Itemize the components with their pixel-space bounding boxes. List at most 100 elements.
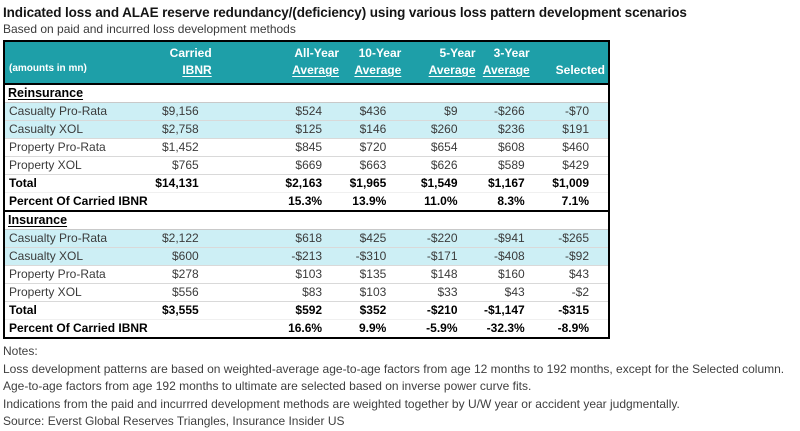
value-cell: $765 [152,156,215,175]
column-header-selected: Selected [532,41,609,85]
row-label: Property Pro-Rata [4,265,153,284]
source-line: Source: Everst Global Reserves Triangles… [3,414,345,428]
value-cell: $146 [342,120,405,139]
value-cell: $9 [404,102,479,121]
value-cell: -$310 [342,247,405,266]
row-label: Casualty XOL [4,120,153,139]
value-cell: $9,156 [152,102,215,121]
value-cell: $3,555 [152,301,215,320]
value-cell: $148 [404,265,479,284]
row-label: Casualty Pro-Rata [4,229,153,248]
column-header-5-year: 5-Year Average [404,41,479,85]
table-row: Property Pro-Rata $1,452 $845 $720 $654 … [4,138,609,157]
value-cell: $589 [478,156,533,175]
column-header-units: (amounts in mn) [4,41,153,85]
value-cell: $278 [152,265,215,284]
row-label: Casualty XOL [4,247,153,266]
value-cell: -32.3% [478,319,533,339]
value-cell: -$220 [404,229,479,248]
value-cell: -5.9% [404,319,479,339]
value-cell: $14,131 [152,174,215,193]
total-row: Total $14,131 $2,163 $1,965 $1,549 $1,16… [4,174,609,193]
value-cell: $429 [532,156,609,175]
value-cell: $33 [404,283,479,302]
table-row: Property Pro-Rata $278 $103 $135 $148 $1… [4,265,609,284]
value-cell: -$266 [478,102,533,121]
section-title: Insurance [8,213,68,227]
section-header-insurance: Insurance [4,210,609,230]
value-cell: $425 [342,229,405,248]
value-cell: $556 [152,283,215,302]
percent-label: Percent Of Carried IBNR [4,192,153,212]
row-label: Property XOL [4,156,153,175]
value-cell: 8.3% [478,192,533,212]
value-cell: $845 [214,138,343,157]
value-cell: -$210 [404,301,479,320]
value-cell: $436 [342,102,405,121]
table-row: Casualty XOL $2,758 $125 $146 $260 $236 … [4,120,609,139]
value-cell: $103 [342,283,405,302]
value-cell: $260 [404,120,479,139]
row-label: Property Pro-Rata [4,138,153,157]
reserve-redundancy-table: (amounts in mn) Carried IBNR All-Year Av… [3,40,610,339]
value-cell: $135 [342,265,405,284]
value-cell: $160 [478,265,533,284]
notes-heading: Notes: [3,344,38,358]
value-cell: 7.1% [532,192,609,212]
column-header-carried-ibnr: Carried IBNR [152,41,215,85]
value-cell: $608 [478,138,533,157]
value-cell: $1,549 [404,174,479,193]
table-row: Casualty XOL $600 -$213 -$310 -$171 -$40… [4,247,609,266]
page-subtitle: Based on paid and incurred loss developm… [3,22,296,36]
section-header-reinsurance: Reinsurance [4,84,609,103]
value-cell: -$70 [532,102,609,121]
note-line: Indications from the paid and incurrred … [3,396,680,411]
value-cell: -$315 [532,301,609,320]
value-cell: $1,009 [532,174,609,193]
value-cell: $626 [404,156,479,175]
value-cell: $524 [214,102,343,121]
value-cell: -$408 [478,247,533,266]
value-cell: -8.9% [532,319,609,339]
page-title: Indicated loss and ALAE reserve redundan… [3,5,687,20]
value-cell: $654 [404,138,479,157]
row-label: Property XOL [4,283,153,302]
percent-label: Percent Of Carried IBNR [4,319,153,339]
value-cell: 9.9% [342,319,405,339]
value-cell: $592 [214,301,343,320]
value-cell: -$171 [404,247,479,266]
section-title: Reinsurance [8,86,84,100]
value-cell [152,192,215,212]
value-cell: $618 [214,229,343,248]
value-cell: $236 [478,120,533,139]
table-row: Property XOL $765 $669 $663 $626 $589 $4… [4,156,609,175]
row-label: Casualty Pro-Rata [4,102,153,121]
value-cell: $191 [532,120,609,139]
note-line: Age-to-age factors from age 192 months t… [3,379,532,393]
table-row: Property XOL $556 $83 $103 $33 $43 -$2 [4,283,609,302]
value-cell: $1,452 [152,138,215,157]
table-header: (amounts in mn) Carried IBNR All-Year Av… [4,41,609,85]
notes-block: Notes: Loss development patterns are bas… [3,343,796,431]
value-cell: $2,758 [152,120,215,139]
value-cell: -$1,147 [478,301,533,320]
percent-row: Percent Of Carried IBNR 15.3% 13.9% 11.0… [4,192,609,212]
value-cell: $352 [342,301,405,320]
units-label: (amounts in mn) [9,63,87,74]
value-cell: $2,163 [214,174,343,193]
value-cell: $720 [342,138,405,157]
percent-row: Percent Of Carried IBNR 16.6% 9.9% -5.9%… [4,319,609,339]
value-cell: -$941 [478,229,533,248]
column-header-10-year: 10-Year Average [342,41,405,85]
value-cell: $1,965 [342,174,405,193]
value-cell: 11.0% [404,192,479,212]
note-line: Loss development patterns are based on w… [3,361,785,376]
column-header-all-year: All-Year Average [214,41,343,85]
value-cell: $125 [214,120,343,139]
value-cell: $1,167 [478,174,533,193]
value-cell: $43 [478,283,533,302]
column-header-3-year: 3-Year Average [478,41,533,85]
value-cell: -$213 [214,247,343,266]
value-cell: $600 [152,247,215,266]
value-cell: $43 [532,265,609,284]
